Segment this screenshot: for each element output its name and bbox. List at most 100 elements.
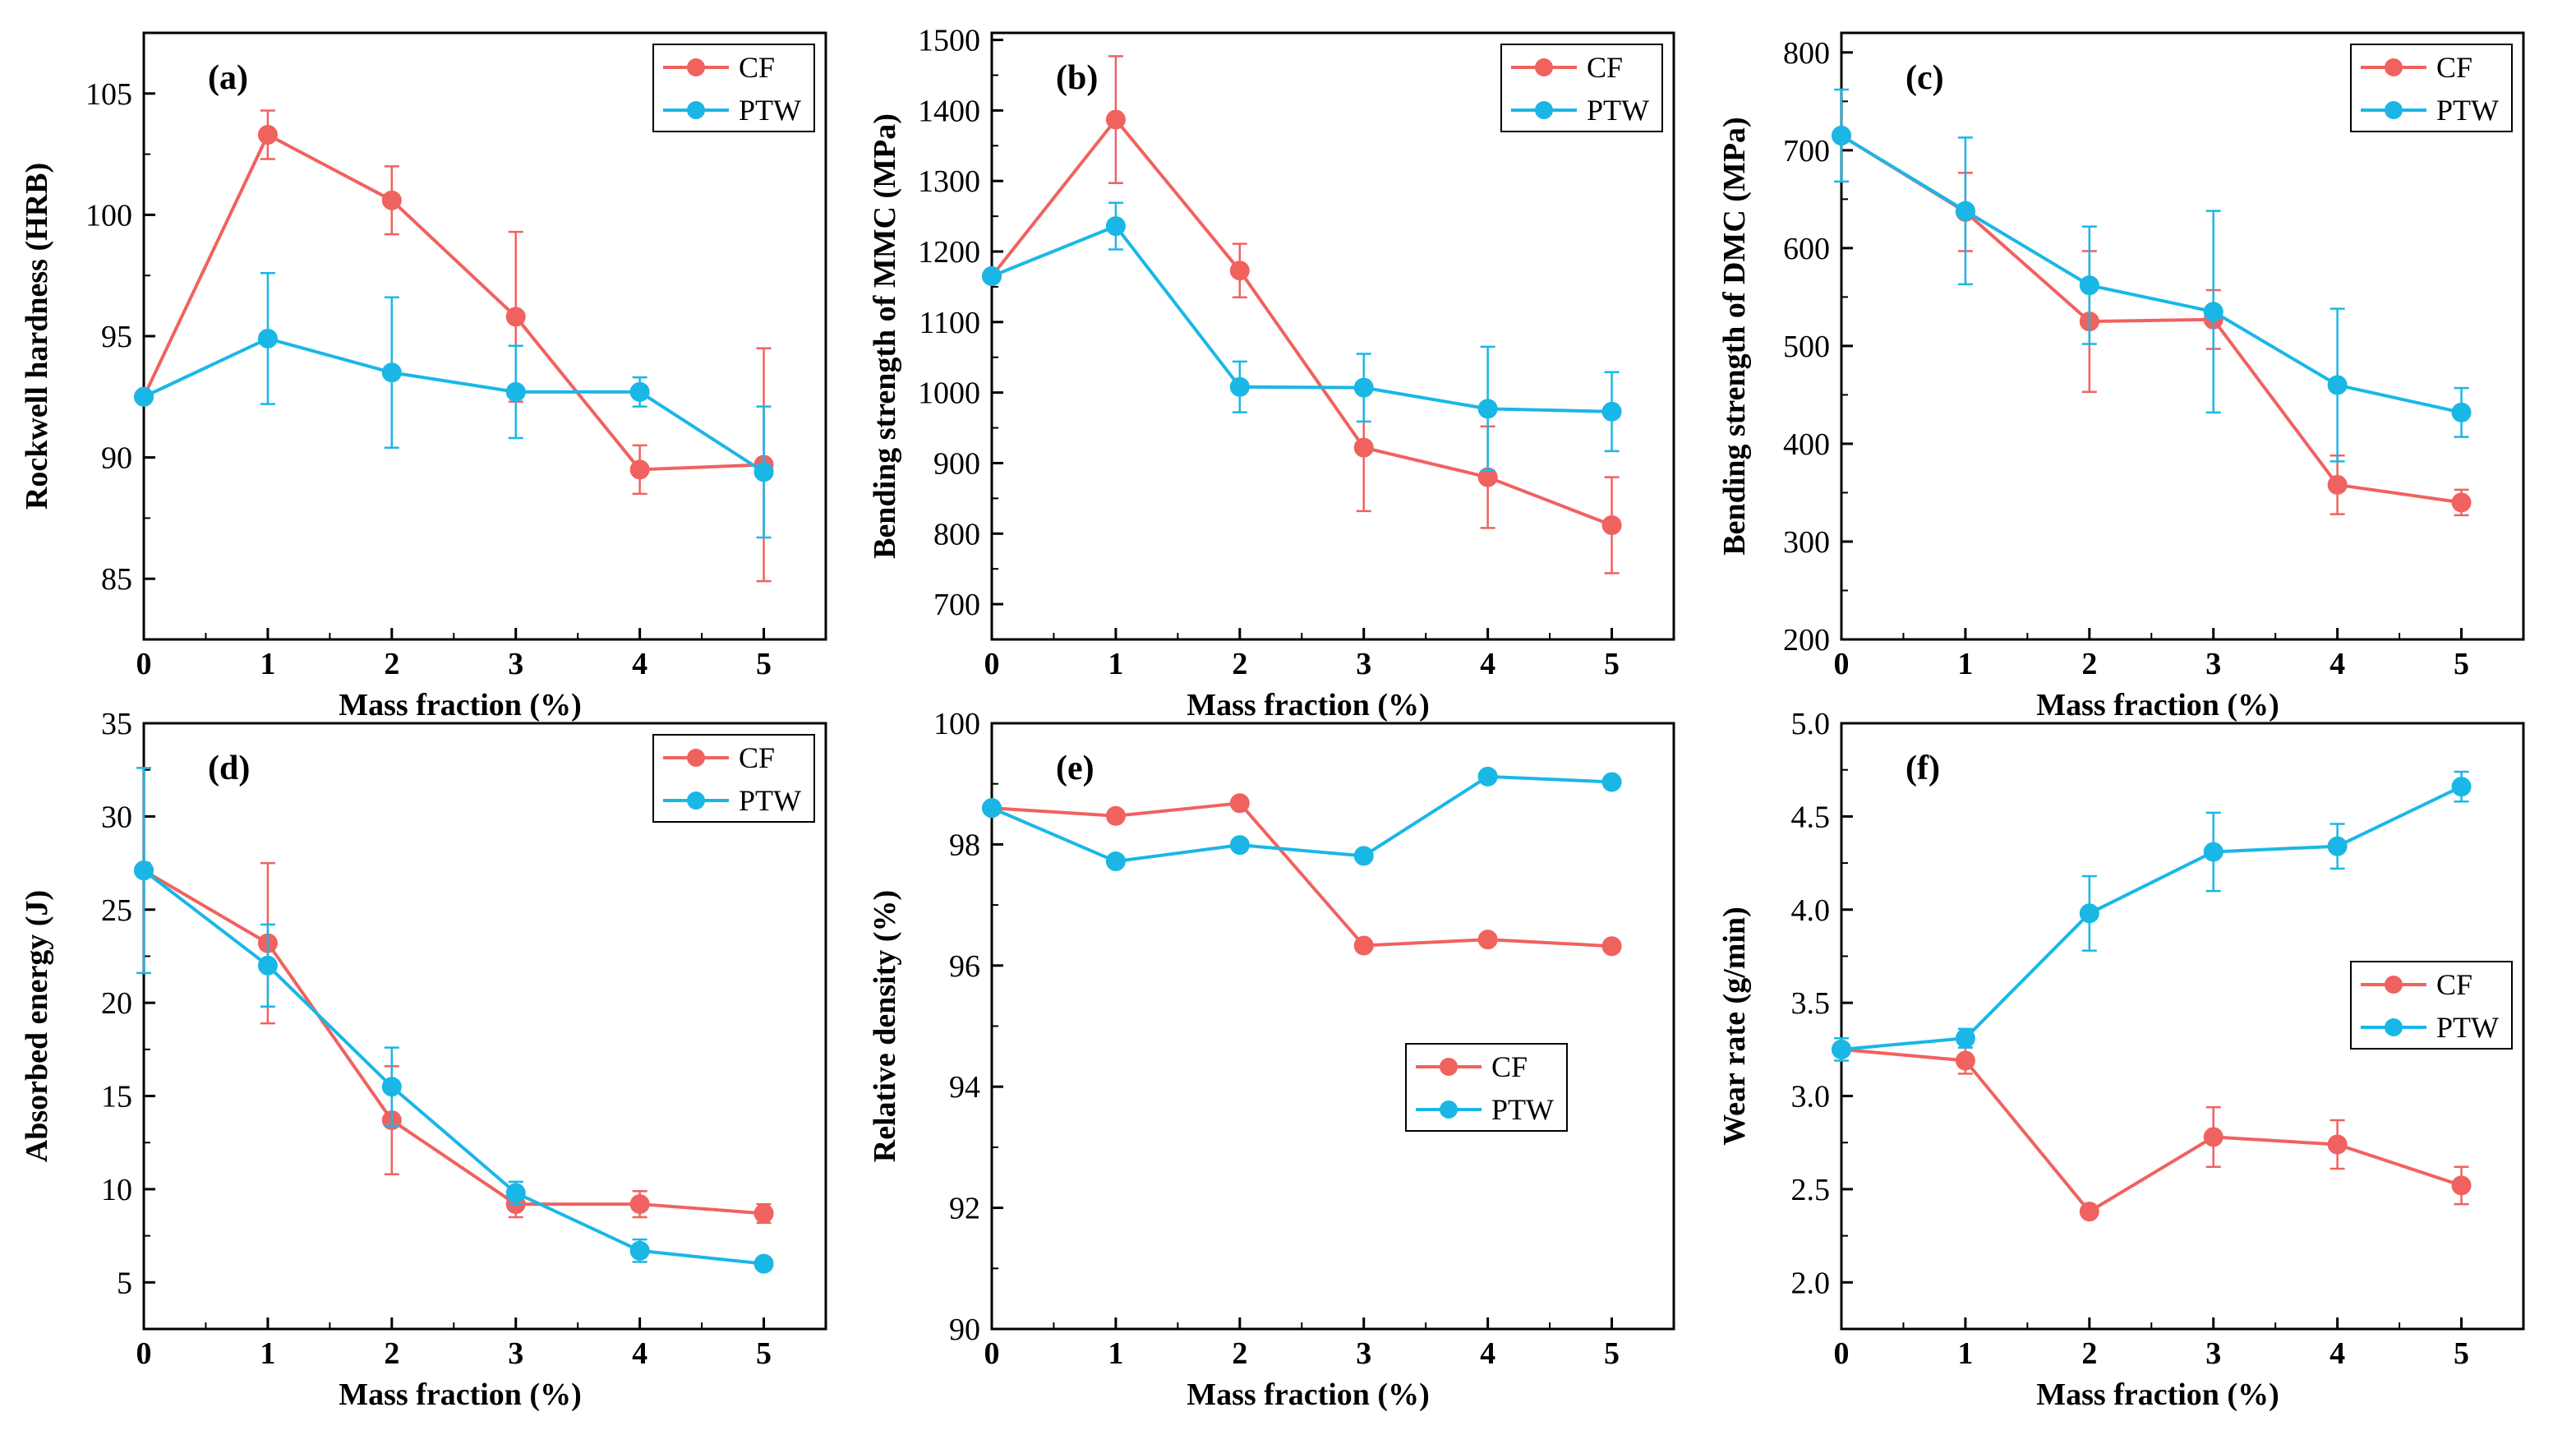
y-tick-label: 3.5 bbox=[1791, 986, 1831, 1021]
series-cf bbox=[134, 109, 774, 583]
y-axis-label: Bending strength of MMC (MPa) bbox=[868, 113, 902, 559]
x-tick-label: 3 bbox=[1356, 1336, 1371, 1371]
x-tick-label: 2 bbox=[384, 647, 399, 681]
panel-label: (a) bbox=[208, 59, 248, 97]
data-point-cf bbox=[1229, 261, 1250, 281]
x-tick-label: 3 bbox=[508, 1336, 523, 1371]
data-point-cf bbox=[2451, 1175, 2472, 1196]
data-point-cf bbox=[1353, 935, 1374, 956]
y-tick-label: 4.5 bbox=[1791, 800, 1831, 834]
data-point-ptw bbox=[2203, 842, 2223, 862]
data-point-cf bbox=[2203, 1127, 2223, 1147]
x-tick-label: 0 bbox=[136, 647, 152, 681]
y-tick-label: 1000 bbox=[918, 376, 980, 411]
plot-frame bbox=[1840, 31, 2525, 641]
chart-panel-2: 0 1 2 3 4 5 700 800 900 1000 1100 1200 1300 1400 1500 M… bbox=[868, 24, 1675, 722]
x-tick-label: 0 bbox=[1834, 647, 1850, 681]
data-point-ptw bbox=[1477, 766, 1498, 787]
x-tick-label: 2 bbox=[1232, 1336, 1247, 1371]
y-tick-label: 15 bbox=[101, 1080, 132, 1114]
series-ptw bbox=[1832, 88, 2472, 463]
x-tick-label: 5 bbox=[1604, 1336, 1620, 1371]
data-point-cf bbox=[629, 1194, 650, 1215]
x-tick-label: 0 bbox=[984, 647, 1000, 681]
data-point-ptw bbox=[629, 381, 650, 402]
y-tick-label: 1300 bbox=[918, 164, 980, 199]
x-tick-label: 2 bbox=[384, 1336, 399, 1371]
y-tick-label: 700 bbox=[933, 588, 980, 622]
legend-box bbox=[652, 734, 815, 823]
series-line-cf bbox=[991, 801, 1612, 948]
data-point-ptw bbox=[1601, 401, 1622, 422]
x-tick-label: 4 bbox=[2329, 1336, 2345, 1371]
x-axis-label: Mass fraction (%) bbox=[339, 688, 581, 722]
data-point-cf bbox=[1105, 805, 1126, 826]
data-point-cf bbox=[2451, 492, 2472, 513]
data-point-ptw bbox=[1229, 376, 1250, 397]
x-axis-label: Mass fraction (%) bbox=[2036, 688, 2279, 722]
x-tick-label: 3 bbox=[1356, 647, 1371, 681]
legend-swatch-marker bbox=[1440, 1100, 1458, 1119]
data-point-ptw bbox=[2327, 375, 2348, 395]
legend: CF PTW bbox=[1500, 44, 1663, 132]
data-point-ptw bbox=[1229, 835, 1250, 856]
legend-box bbox=[1405, 1043, 1568, 1132]
y-tick-label: 35 bbox=[101, 707, 132, 741]
x-tick-label: 3 bbox=[508, 647, 523, 681]
data-point-ptw bbox=[1601, 772, 1622, 792]
x-tick-label: 5 bbox=[2454, 647, 2469, 681]
legend-swatch-marker bbox=[1440, 1058, 1458, 1076]
x-axis-label: Mass fraction (%) bbox=[339, 1377, 581, 1412]
series-line-cf bbox=[142, 869, 764, 1216]
data-point-cf bbox=[629, 459, 650, 480]
y-tick-label: 800 bbox=[933, 517, 980, 551]
x-axis-label: Mass fraction (%) bbox=[1187, 688, 1429, 722]
y-tick-label: 5 bbox=[117, 1266, 132, 1300]
data-point-cf bbox=[1353, 437, 1374, 458]
chart-panel-4: 0 1 2 3 4 5 5 10 15 20 25 30 35 Mass fraction (%) Abso… bbox=[20, 707, 827, 1412]
y-axis-label: Absorbed energy (J) bbox=[20, 890, 54, 1162]
y-tick-label: 1200 bbox=[918, 235, 980, 270]
data-point-ptw bbox=[629, 1240, 650, 1261]
y-tick-label: 85 bbox=[101, 562, 132, 597]
data-point-ptw bbox=[257, 328, 278, 348]
y-tick-label: 1500 bbox=[918, 24, 980, 58]
series-ptw bbox=[1832, 770, 2472, 1062]
legend-label-ptw: PTW bbox=[1491, 1093, 1554, 1126]
series-cf bbox=[134, 861, 774, 1224]
series-line-ptw bbox=[1840, 134, 2462, 414]
x-tick-label: 1 bbox=[1108, 1336, 1123, 1371]
legend: CF PTW bbox=[652, 734, 815, 823]
x-tick-label: 4 bbox=[632, 1336, 647, 1371]
panel-label: (b) bbox=[1056, 59, 1098, 97]
plot-frame bbox=[990, 31, 1675, 641]
data-point-cf bbox=[1955, 1050, 1975, 1071]
data-point-cf bbox=[381, 190, 402, 210]
data-point-ptw bbox=[2327, 836, 2348, 856]
y-axis-label: Rockwell hardness (HRB) bbox=[20, 163, 54, 510]
data-point-cf bbox=[2079, 1202, 2099, 1222]
chart-panel-1: 0 1 2 3 4 5 85 90 95 100 105 Mass fraction (%) Rockw… bbox=[20, 31, 827, 722]
legend-label-ptw: PTW bbox=[739, 94, 801, 127]
y-tick-label: 90 bbox=[949, 1313, 980, 1347]
chart-panel-5: 0 1 2 3 4 5 90 92 94 96 98 100 Mass fraction (%) Rela… bbox=[868, 707, 1675, 1412]
legend-swatch-marker bbox=[687, 58, 705, 76]
data-point-cf bbox=[1105, 109, 1126, 130]
plot-frame bbox=[1840, 722, 2525, 1331]
y-tick-label: 94 bbox=[949, 1070, 980, 1105]
data-point-ptw bbox=[2079, 275, 2099, 296]
series-line-cf bbox=[1841, 1047, 2463, 1214]
y-tick-label: 3.0 bbox=[1791, 1080, 1831, 1114]
data-point-ptw bbox=[381, 362, 402, 383]
legend-box bbox=[1500, 44, 1663, 132]
y-tick-label: 100 bbox=[933, 707, 980, 741]
legend-label-cf: CF bbox=[2436, 968, 2472, 1001]
data-point-cf bbox=[1601, 936, 1622, 957]
data-point-ptw bbox=[1955, 1028, 1975, 1049]
y-tick-label: 300 bbox=[1783, 525, 1830, 560]
legend: CF PTW bbox=[1405, 1043, 1568, 1132]
x-tick-label: 0 bbox=[1834, 1336, 1850, 1371]
legend-label-cf: CF bbox=[2436, 51, 2472, 84]
panel-label: (d) bbox=[208, 750, 250, 787]
y-axis-label: Bending strength of DMC (MPa) bbox=[1717, 117, 1752, 555]
